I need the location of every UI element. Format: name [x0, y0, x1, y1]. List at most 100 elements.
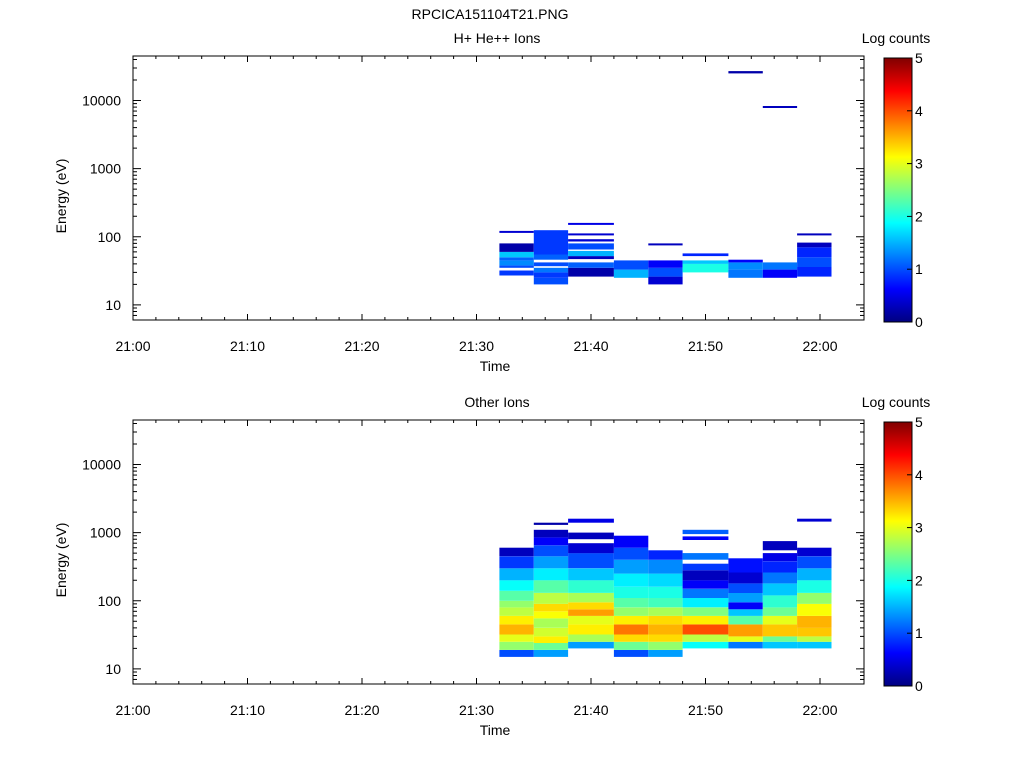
- heatmap-cell: [728, 269, 763, 278]
- x-axis: 21:00 21:10 21:20 21:30 21:40 21:50 22:00: [115, 56, 838, 354]
- heatmap-cell: [648, 607, 683, 616]
- heatmap-cell: [762, 561, 798, 573]
- heatmap-cell: [613, 649, 649, 657]
- heatmap-cell: [499, 641, 534, 650]
- heatmap-cell: [797, 641, 832, 649]
- heatmap-cell: [648, 550, 683, 560]
- heatmap-cell: [648, 573, 683, 587]
- colorbar-tick-label: 2: [915, 572, 923, 588]
- colorbar: [883, 57, 913, 323]
- heatmap-cell: [728, 558, 763, 573]
- heatmap-cell: [568, 233, 614, 236]
- heatmap-cell: [613, 269, 649, 278]
- heatmap-cell: [533, 649, 569, 657]
- heatmap-cell: [682, 553, 729, 560]
- heatmap-cell: [533, 254, 569, 260]
- heatmap-cell: [533, 537, 569, 546]
- heatmap-cell: [568, 641, 614, 649]
- heatmap-cell: [499, 600, 534, 608]
- heatmap-cell: [797, 580, 832, 593]
- colorbar-tick-label: 1: [915, 261, 923, 277]
- heatmap-cell: [797, 627, 832, 637]
- heatmap-cell: [797, 603, 832, 616]
- x-tick-label: 21:00: [115, 702, 150, 718]
- heatmap-cell: [762, 106, 798, 108]
- heatmap-cell: [762, 262, 798, 270]
- x-tick-label: 21:30: [459, 702, 494, 718]
- y-tick-label: 10000: [82, 93, 121, 109]
- heatmap-cell: [797, 242, 832, 248]
- heatmap-cell: [499, 260, 534, 266]
- heatmap-cell: [568, 615, 614, 625]
- x-tick-label: 21:30: [459, 338, 494, 354]
- panel-h-he-ions: H+ He++ Ions 21:00 21:10 21:20 21:30 21:40 21…: [53, 30, 930, 374]
- heatmap-cell: [568, 250, 614, 257]
- heatmap-cell: [648, 649, 683, 657]
- heatmap-cell: [728, 583, 763, 593]
- heatmap-cell: [762, 636, 798, 642]
- heatmap-cell: [568, 553, 614, 569]
- heatmap-cell: [613, 624, 649, 635]
- heatmap-cell: [762, 624, 798, 637]
- heatmap-cell: [682, 624, 729, 635]
- heatmap-cell: [682, 260, 729, 264]
- heatmap-cell: [533, 267, 569, 273]
- heatmap-cell: [682, 563, 729, 571]
- heatmap-cell: [728, 602, 763, 610]
- heatmap-cell: [762, 269, 798, 278]
- heatmap-cell: [613, 586, 649, 598]
- heatmap-cell: [568, 256, 614, 260]
- heatmap-cell: [728, 71, 763, 74]
- heatmap-cell: [533, 580, 569, 593]
- heatmap-cell: [613, 535, 649, 548]
- heatmap-cell: [648, 624, 683, 635]
- colorbar-ticks: 0 1 2 3 4 5: [907, 414, 923, 694]
- y-tick-label: 10: [105, 661, 121, 677]
- colorbar-label: Log counts: [862, 30, 931, 46]
- heatmap-cell: [648, 615, 683, 625]
- heatmap-cell: [533, 568, 569, 581]
- heatmap-cell: [728, 624, 763, 637]
- heatmap-cell: [613, 573, 649, 587]
- x-tick-label: 21:20: [344, 702, 379, 718]
- y-tick-label: 100: [98, 593, 122, 609]
- heatmap-cell: [568, 609, 614, 616]
- heatmap-cell: [797, 547, 832, 557]
- heatmap-cell: [499, 270, 534, 276]
- heatmap-cell: [568, 593, 614, 603]
- heatmap-cell: [533, 611, 569, 619]
- heatmap-cell: [533, 593, 569, 604]
- y-axis-label: Energy (eV): [53, 159, 69, 234]
- panel-other-ions: Other Ions 21:00 21:10 21:20 21:30 21:40 21:5…: [53, 394, 930, 738]
- heatmap-cell: [499, 556, 534, 569]
- y-tick-label: 1000: [90, 161, 121, 177]
- heatmap-cell: [797, 233, 832, 236]
- x-tick-label: 21:50: [688, 338, 723, 354]
- heatmap-cell: [613, 547, 649, 560]
- heatmap-cell: [613, 641, 649, 650]
- heatmap-cell: [533, 230, 569, 255]
- panel-title: H+ He++ Ions: [454, 30, 541, 46]
- heatmap-cell: [648, 559, 683, 574]
- x-tick-label: 21:00: [115, 338, 150, 354]
- heatmap-cell: [728, 572, 763, 584]
- heatmap-cell: [648, 276, 683, 285]
- colorbar-tick-label: 3: [915, 520, 923, 536]
- heatmap-cell: [728, 615, 763, 625]
- heatmap-cell: [762, 583, 798, 596]
- heatmap-cell: [613, 559, 649, 574]
- plot-frame: [132, 55, 865, 321]
- heatmap-cell: [797, 556, 832, 569]
- heatmap-cell: [728, 262, 763, 270]
- heatmap-cell: [762, 595, 798, 608]
- heatmap-cell: [568, 532, 614, 540]
- heatmap-cell: [682, 615, 729, 625]
- heatmap-cell: [682, 588, 729, 598]
- heatmap-cell: [499, 257, 534, 261]
- colorbar-tick-label: 0: [915, 314, 923, 330]
- heatmap-cell: [797, 247, 832, 258]
- heatmap-cell: [499, 649, 534, 657]
- heatmap-cell: [648, 641, 683, 650]
- colorbar: [883, 421, 913, 687]
- heatmap-cell: [648, 634, 683, 642]
